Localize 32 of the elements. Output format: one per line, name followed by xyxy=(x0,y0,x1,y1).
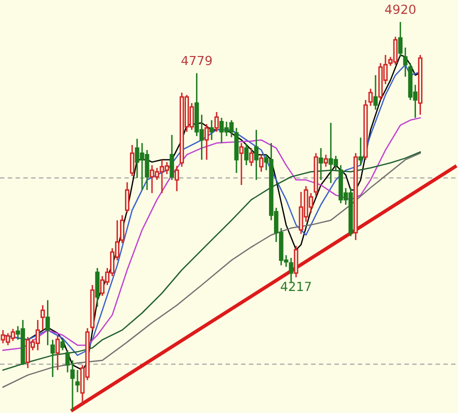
candlestick xyxy=(373,74,378,110)
candlestick xyxy=(403,46,408,78)
candlestick xyxy=(249,147,254,167)
candlestick xyxy=(50,339,55,378)
candlestick xyxy=(259,154,264,172)
candlestick xyxy=(244,143,249,166)
candlestick xyxy=(46,300,50,346)
candlestick xyxy=(358,136,363,166)
candlestick xyxy=(214,111,219,132)
candlestick xyxy=(174,165,180,192)
candlestick xyxy=(60,338,65,351)
candlestick xyxy=(318,147,324,181)
candlestick xyxy=(55,335,60,371)
candlestick xyxy=(130,144,134,177)
annotation: 4920 xyxy=(385,4,416,14)
candlestick xyxy=(124,182,130,214)
annotation: 4217 xyxy=(280,282,311,291)
candlestick xyxy=(204,123,209,160)
candlestick xyxy=(398,21,403,58)
candlestick xyxy=(294,245,298,278)
candlestick xyxy=(40,304,45,331)
candlestick xyxy=(65,350,70,374)
annotation: 4779 xyxy=(181,56,212,66)
candlestick xyxy=(70,360,75,411)
candlestick xyxy=(239,142,244,186)
candlestick xyxy=(324,154,328,168)
candlestick xyxy=(170,134,174,181)
candlestick xyxy=(254,129,259,181)
candlestick xyxy=(120,214,124,244)
candlestick xyxy=(209,119,214,141)
candlestick xyxy=(368,88,373,107)
candlestick xyxy=(75,369,80,393)
